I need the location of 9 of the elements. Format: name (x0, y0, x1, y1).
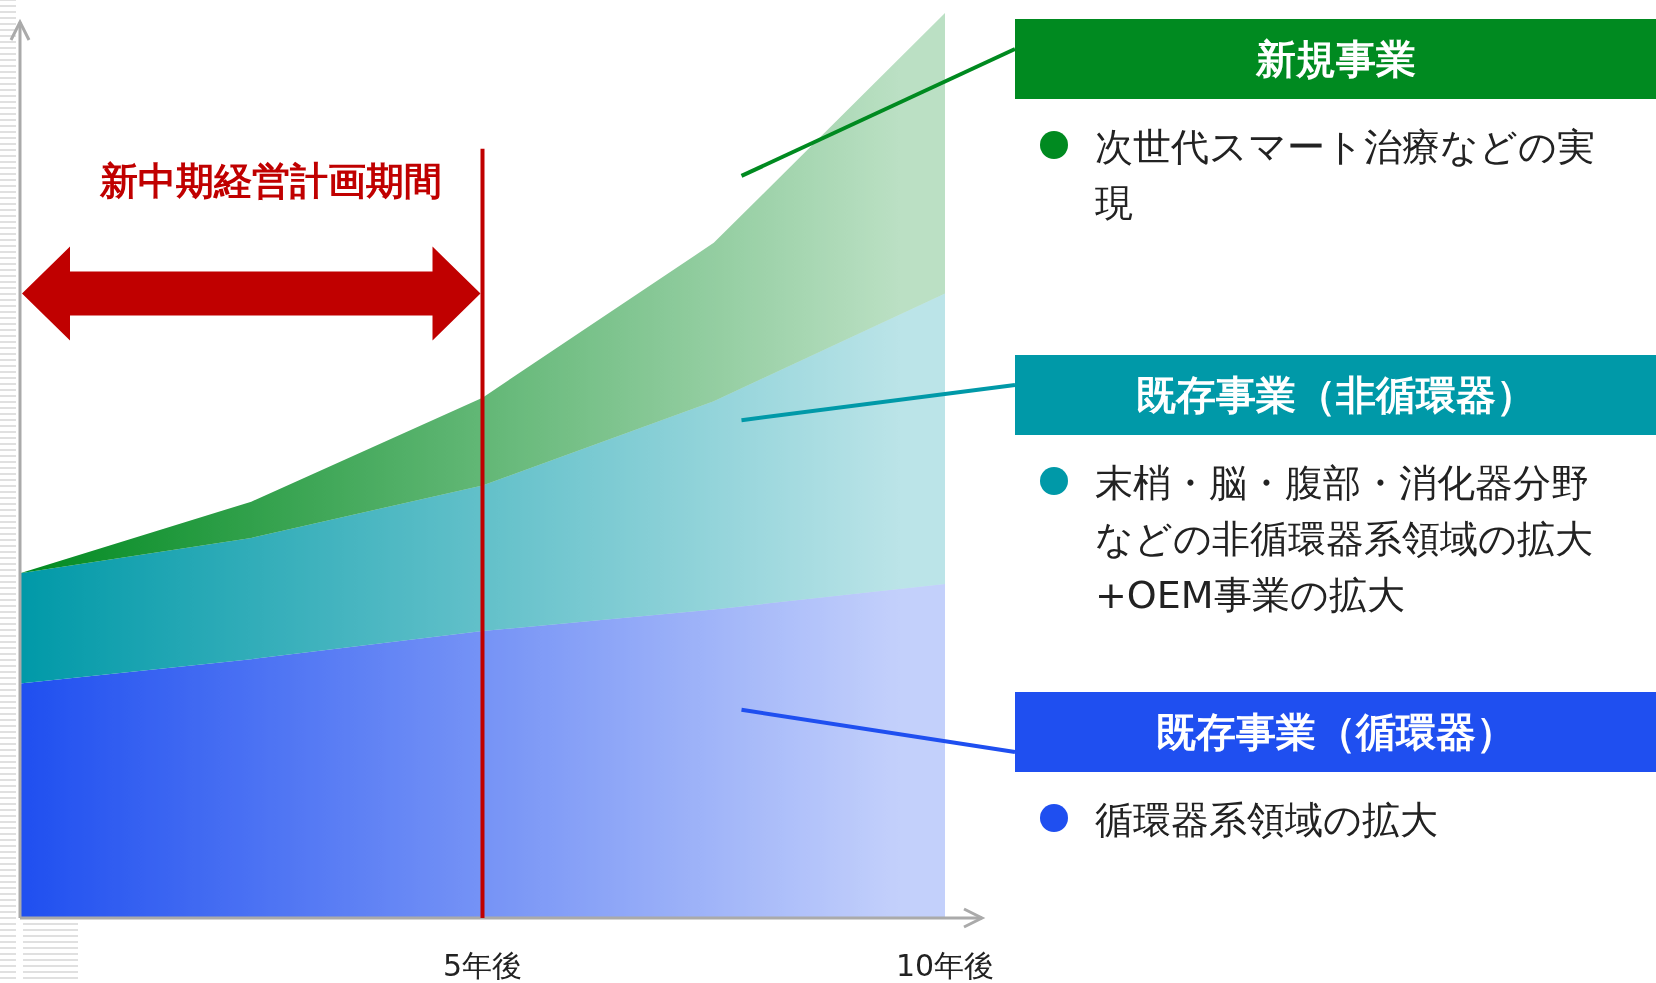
text: 新規事業 (1015, 19, 1656, 99)
annotation: 新中期経営計画期間 (99, 159, 443, 203)
text: 次世代スマート治療などの実現 (1095, 124, 1596, 227)
x-tick-label: 10年後 (895, 948, 995, 983)
text: 既存事業（非循環器） (1015, 355, 1656, 435)
text: 循環器系領域の拡大 (1095, 797, 1439, 844)
text: 既存事業（循環器） (1015, 692, 1656, 772)
text: 末梢・脳・腹部・消化器分野などの非循環器系領域の拡大+OEM事業の拡大 (1095, 460, 1594, 619)
x-tick-label: 5年後 (442, 948, 523, 983)
